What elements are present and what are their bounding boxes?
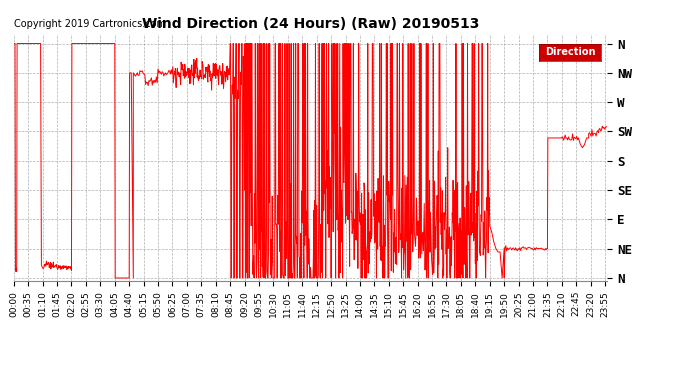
Text: Copyright 2019 Cartronics.com: Copyright 2019 Cartronics.com [14, 19, 166, 29]
Title: Wind Direction (24 Hours) (Raw) 20190513: Wind Direction (24 Hours) (Raw) 20190513 [142, 17, 479, 31]
